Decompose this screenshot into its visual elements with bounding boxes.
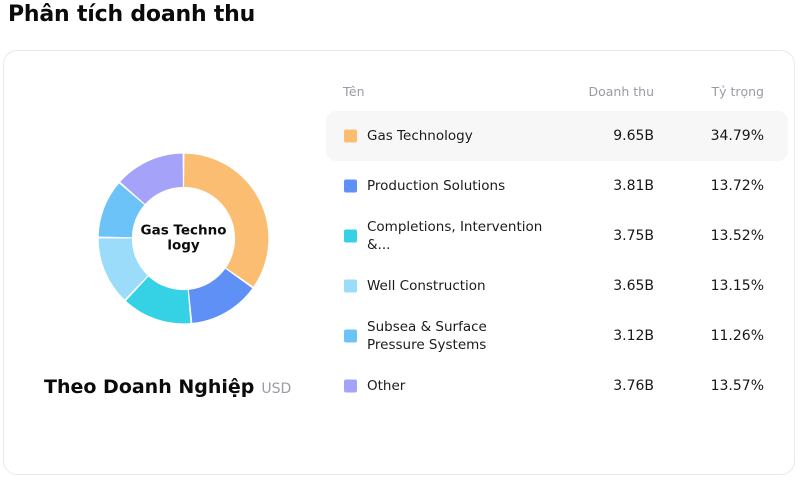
- table-row[interactable]: Production Solutions 3.81B 13.72%: [326, 161, 788, 211]
- row-value-revenue: 3.65B: [613, 278, 654, 294]
- donut-slice-group: [98, 153, 269, 324]
- donut-slice[interactable]: [125, 276, 191, 324]
- row-label-name: Subsea & Surface Pressure Systems: [367, 318, 487, 353]
- row-label-name: Gas Technology: [367, 127, 473, 144]
- legend-swatch-icon: [344, 379, 357, 393]
- donut-chart-area: Gas Technology Theo Doanh Nghiệp USD: [4, 51, 324, 474]
- row-value-revenue: 9.65B: [613, 128, 654, 144]
- table-row[interactable]: Well Construction 3.65B 13.15%: [326, 261, 788, 311]
- row-value-share: 11.26%: [710, 328, 764, 344]
- row-value-share: 13.72%: [710, 178, 764, 194]
- row-label-name: Other: [367, 377, 406, 394]
- donut-slice[interactable]: [120, 153, 183, 205]
- table-body: Gas Technology 9.65B 34.79% Production Solu…: [326, 111, 788, 411]
- table-row[interactable]: Other 3.76B 13.57%: [326, 361, 788, 411]
- donut-slice[interactable]: [184, 153, 269, 287]
- legend-swatch-icon: [344, 229, 357, 243]
- row-value-share: 13.15%: [710, 278, 764, 294]
- breakdown-table: Tên Doanh thu Tỷ trọng Gas Technology 9.6…: [326, 79, 788, 411]
- table-header-row: Tên Doanh thu Tỷ trọng: [326, 79, 788, 111]
- row-value-revenue: 3.76B: [613, 378, 654, 394]
- table-row[interactable]: Completions, Intervention &... 3.75B 13.52…: [326, 211, 788, 261]
- chart-footer: Theo Doanh Nghiệp USD: [44, 376, 291, 398]
- row-value-share: 13.57%: [710, 378, 764, 394]
- row-label-name: Production Solutions: [367, 177, 506, 194]
- legend-swatch-icon: [344, 179, 357, 193]
- row-value-revenue: 3.75B: [613, 228, 654, 244]
- page-title: Phân tích doanh thu: [8, 2, 256, 27]
- row-label-name: Completions, Intervention &...: [367, 218, 543, 253]
- row-value-share: 13.52%: [710, 228, 764, 244]
- column-header-revenue: Doanh thu: [588, 84, 655, 99]
- legend-swatch-icon: [344, 329, 357, 343]
- column-header-share: Tỷ trọng: [711, 84, 764, 99]
- donut-slice[interactable]: [188, 268, 253, 323]
- row-value-revenue: 3.81B: [613, 178, 654, 194]
- table-row[interactable]: Gas Technology 9.65B 34.79%: [326, 111, 788, 161]
- chart-footer-currency: USD: [261, 381, 292, 397]
- donut-slice[interactable]: [98, 183, 145, 238]
- donut-chart-svg: [98, 153, 269, 324]
- revenue-breakdown-card: Gas Technology Theo Doanh Nghiệp USD Tên…: [3, 50, 795, 475]
- row-label-name: Well Construction: [367, 277, 486, 294]
- row-value-share: 34.79%: [710, 128, 764, 144]
- donut-slice[interactable]: [98, 238, 148, 300]
- table-row[interactable]: Subsea & Surface Pressure Systems 3.12B 11…: [326, 311, 788, 361]
- chart-footer-label: Theo Doanh Nghiệp: [44, 376, 255, 398]
- column-header-name: Tên: [343, 84, 365, 99]
- legend-swatch-icon: [344, 279, 357, 293]
- donut-chart[interactable]: Gas Technology: [96, 151, 271, 326]
- row-value-revenue: 3.12B: [613, 328, 654, 344]
- legend-swatch-icon: [344, 129, 357, 143]
